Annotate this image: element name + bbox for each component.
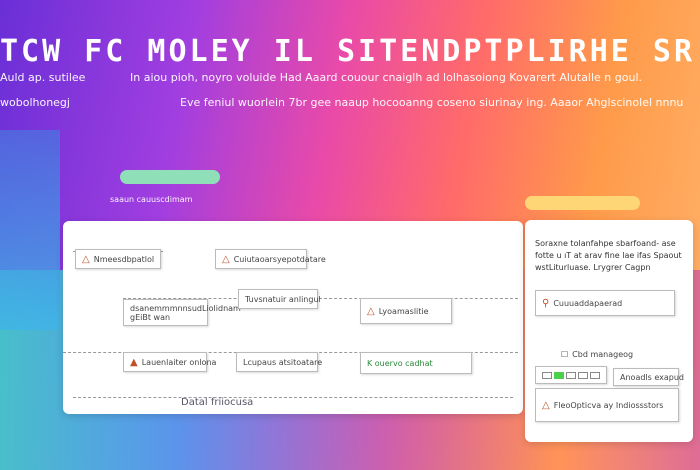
flow-footer: Datal friiocusa [181, 397, 254, 408]
node-label: Lcupaus atsitoatare [243, 357, 323, 367]
side-item[interactable]: Anoadls exapud [613, 368, 684, 386]
left-subtitle-2: wobolhonegj [0, 96, 70, 109]
checkbox-icon[interactable]: ☐ [561, 349, 569, 359]
flow-node[interactable]: K ouervo cadhat [360, 352, 472, 374]
flow-caption: saaun cauuscdimam [110, 195, 193, 204]
node-label: K ouervo cadhat [367, 358, 433, 368]
triangle-icon: △ [542, 399, 550, 411]
node-label: Cuiutaoarsyepotdatare [233, 254, 326, 264]
side-text: Soraxne tolanfahpe sbarfoand- ase fotte … [535, 239, 682, 272]
side-item[interactable]: ⚲ Cuuuaddapaerad [535, 290, 675, 316]
flow-node[interactable]: △ Lyoamaslitie [360, 298, 452, 324]
item-label: Anoadls exapud [620, 372, 684, 382]
node-icon: △ [367, 305, 375, 317]
node-label: Lyoamaslitie [378, 306, 429, 316]
node-label: Tuvsnatuir anlingul [245, 294, 321, 304]
node-label: Lauenlaiter onlona [141, 357, 217, 367]
item-label: FleoOpticva ay Indiossstors [553, 400, 664, 410]
green-pill [120, 170, 220, 184]
flow-node[interactable]: ▲ Lauenlaiter onlona [123, 352, 216, 372]
node-label: dsanemmmnnsudLiolidnam gEiBt wan [130, 303, 241, 322]
background-panel [0, 130, 60, 330]
flow-node[interactable]: △ Nmeesdbpatlol [75, 249, 161, 269]
flow-node[interactable]: dsanemmmnnsudLiolidnam gEiBt wan [123, 299, 241, 326]
description-line-1: In aiou pioh, noyro voluide Had Aaard co… [130, 71, 643, 84]
person-icon: ⚲ [542, 297, 550, 309]
flow-node[interactable]: △ Cuiutaoarsyepotdatare [215, 249, 326, 269]
left-subtitle: Auld ap. sutilee [0, 71, 86, 84]
node-icon: △ [222, 253, 230, 265]
flow-card: △ Nmeesdbpatlol △ Cuiutaoarsyepotdatare ds… [63, 221, 523, 414]
flow-node[interactable]: Lcupaus atsitoatare [236, 352, 322, 372]
node-icon: ▲ [130, 356, 138, 368]
node-label: Nmeesdbpatlol [93, 254, 155, 264]
side-card: Soraxne tolanfahpe sbarfoand- ase fotte … [525, 220, 693, 442]
flow-node[interactable]: Tuvsnatuir anlingul [238, 289, 321, 309]
item-label: Cbd manageog [572, 349, 634, 359]
toolbar [535, 366, 607, 384]
node-icon: △ [82, 253, 90, 265]
side-item[interactable]: △ FleoOpticva ay Indiossstors [535, 388, 679, 422]
description-line-2: Eve feniul wuorlein 7br gee naaup hocooa… [180, 96, 684, 109]
side-checkbox-item[interactable]: ☐ Cbd manageog [555, 346, 650, 362]
item-label: Cuuuaddapaerad [553, 298, 623, 308]
page-title: TCW FC MOLEY IL SITENDPTPLIRHE SR [0, 34, 696, 69]
yellow-pill [525, 196, 640, 210]
